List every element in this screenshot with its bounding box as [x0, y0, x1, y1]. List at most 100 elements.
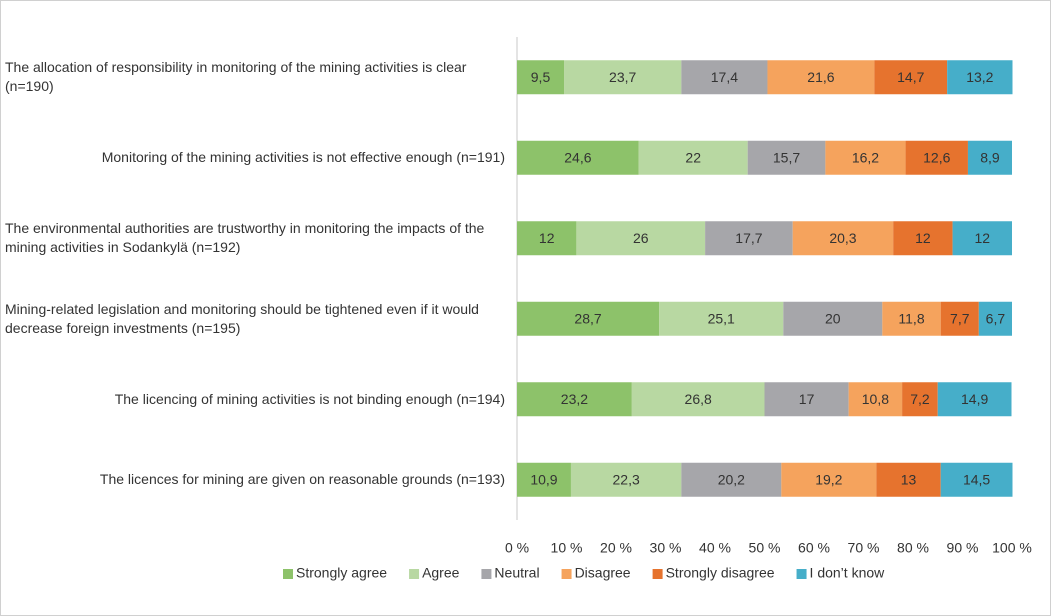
x-tick-label: 60 %	[798, 540, 830, 556]
legend-label: Disagree	[575, 565, 631, 581]
data-label: 22,3	[613, 471, 640, 487]
bar-segment	[781, 462, 877, 497]
category-label: Monitoring of the mining activities is n…	[101, 149, 505, 166]
category-label: The licencing of mining activities is no…	[114, 390, 505, 407]
x-tick-label: 0 %	[505, 540, 529, 556]
data-label: 14,9	[961, 391, 988, 407]
bar-segment	[747, 140, 826, 175]
data-label: 28,7	[574, 310, 601, 326]
data-label: 12	[915, 230, 931, 246]
x-tick-label: 10 %	[551, 540, 583, 556]
bar-segment	[940, 462, 1013, 497]
x-tick-label: 100 %	[992, 540, 1032, 556]
data-label: 17,7	[735, 230, 762, 246]
data-label: 10,8	[862, 391, 889, 407]
category-label-box: The licencing of mining activities is no…	[5, 359, 505, 439]
bar-segment	[576, 221, 706, 256]
bar-segment	[952, 221, 1012, 256]
legend-label: Neutral	[494, 565, 539, 581]
category-label-box: The allocation of responsibility in moni…	[5, 37, 505, 117]
bar-segment	[764, 382, 849, 417]
legend-swatch	[481, 569, 492, 579]
category-label: Mining-related legislation and monitorin…	[5, 300, 479, 336]
bar-segment	[517, 221, 577, 256]
bar-segment	[681, 462, 782, 497]
data-label: 22	[685, 149, 701, 165]
bar-segment	[631, 382, 765, 417]
legend-label: Agree	[422, 565, 460, 581]
data-label: 17	[799, 391, 815, 407]
data-label: 20	[825, 310, 841, 326]
bar-segment	[905, 140, 968, 175]
legend-swatch	[796, 569, 807, 579]
data-label: 24,6	[564, 149, 591, 165]
legend-swatch	[409, 569, 420, 579]
bar-segment	[564, 60, 682, 95]
category-label: The licences for mining are given on rea…	[99, 471, 505, 488]
legend-swatch	[561, 569, 572, 579]
data-label: 8,9	[980, 149, 1000, 165]
category-label: The environmental authorities are trustw…	[5, 220, 485, 256]
x-tick-label: 90 %	[947, 540, 979, 556]
bar-segment	[705, 221, 793, 256]
data-label: 19,2	[815, 471, 842, 487]
category-label-box: The licences for mining are given on rea…	[5, 440, 505, 520]
data-label: 9,5	[531, 69, 551, 85]
data-label: 14,7	[897, 69, 924, 85]
x-tick-label: 20 %	[600, 540, 632, 556]
legend-label: I don’t know	[810, 565, 886, 581]
data-label: 13	[901, 471, 917, 487]
bar-segment	[681, 60, 768, 95]
bar-segment	[893, 221, 953, 256]
bar-segment	[767, 60, 875, 95]
bar-segment	[517, 301, 660, 336]
data-label: 25,1	[708, 310, 735, 326]
legend-swatch	[652, 569, 663, 579]
bar-segment	[638, 140, 748, 175]
data-label: 21,6	[807, 69, 834, 85]
data-label: 11,8	[898, 310, 924, 326]
bar-segment	[874, 60, 948, 95]
category-label-box: The environmental authorities are trustw…	[5, 198, 505, 278]
data-label: 12,6	[923, 149, 950, 165]
bar-segment	[517, 60, 565, 95]
data-label: 6,7	[986, 310, 1006, 326]
bar-segment	[659, 301, 784, 336]
data-label: 15,7	[773, 149, 800, 165]
bar-segment	[517, 140, 639, 175]
data-label: 7,2	[910, 391, 930, 407]
data-label: 26,8	[685, 391, 712, 407]
x-tick-label: 40 %	[699, 540, 731, 556]
category-label-box: Monitoring of the mining activities is n…	[5, 118, 505, 198]
bar-segment	[947, 60, 1013, 95]
data-label: 20,3	[829, 230, 856, 246]
bar-segment	[940, 301, 979, 336]
bar-segment	[937, 382, 1012, 417]
data-label: 17,4	[711, 69, 738, 85]
bar-segment	[517, 382, 632, 417]
legend-swatch	[283, 569, 293, 579]
category-label-box: Mining-related legislation and monitorin…	[5, 279, 505, 359]
bar-segment	[792, 221, 894, 256]
x-tick-label: 50 %	[749, 540, 781, 556]
data-label: 23,2	[561, 391, 588, 407]
bar-segment	[848, 382, 903, 417]
data-label: 12	[975, 230, 991, 246]
bar-segment	[902, 382, 938, 417]
bar-segment	[967, 140, 1012, 175]
x-tick-label: 70 %	[848, 540, 880, 556]
bar-segment	[825, 140, 906, 175]
x-tick-label: 80 %	[897, 540, 929, 556]
data-label: 26	[633, 230, 649, 246]
data-label: 10,9	[530, 471, 557, 487]
data-label: 7,7	[950, 310, 970, 326]
bar-segment	[978, 301, 1012, 336]
bar-segment	[783, 301, 883, 336]
bar-segment	[876, 462, 941, 497]
legend-label: Strongly disagree	[666, 565, 775, 581]
x-tick-label: 30 %	[650, 540, 682, 556]
data-label: 20,2	[718, 471, 745, 487]
bar-segment	[882, 301, 941, 336]
